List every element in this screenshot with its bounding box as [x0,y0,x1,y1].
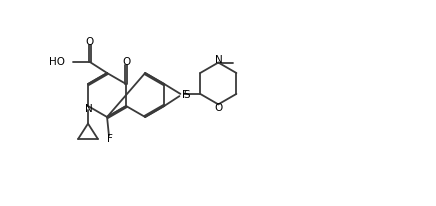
Text: N: N [85,104,92,114]
Text: O: O [122,57,130,67]
Text: F: F [182,90,188,99]
Text: HO: HO [49,57,65,67]
Text: N: N [215,55,223,64]
Text: O: O [215,103,223,113]
Text: O: O [86,37,94,47]
Text: S: S [183,90,190,100]
Text: F: F [107,134,113,144]
